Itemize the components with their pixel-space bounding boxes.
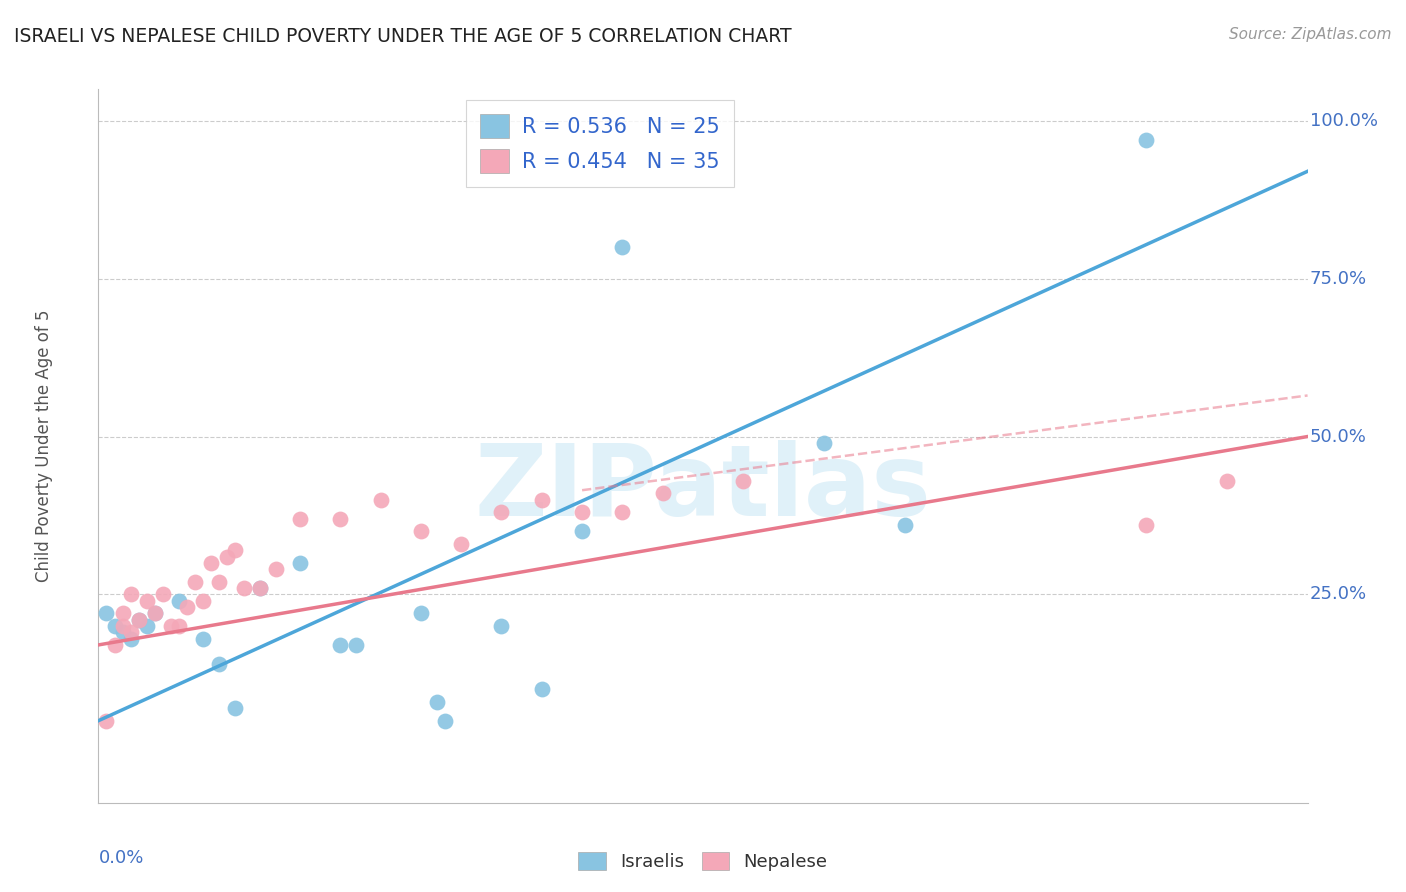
Point — [167, 593, 190, 607]
Text: Source: ZipAtlas.com: Source: ZipAtlas.com — [1229, 27, 1392, 42]
Point — [224, 701, 246, 715]
Point — [491, 505, 513, 519]
Point — [434, 714, 457, 728]
Point — [813, 435, 835, 450]
Point — [329, 638, 352, 652]
Text: 0.0%: 0.0% — [98, 849, 143, 867]
Point — [409, 524, 432, 539]
Point — [249, 581, 271, 595]
Text: Child Poverty Under the Age of 5: Child Poverty Under the Age of 5 — [35, 310, 53, 582]
Point — [135, 619, 157, 633]
Legend: R = 0.536   N = 25, R = 0.454   N = 35: R = 0.536 N = 25, R = 0.454 N = 35 — [465, 100, 734, 187]
Point — [893, 517, 915, 532]
Point — [612, 240, 634, 254]
Point — [120, 587, 142, 601]
Text: 25.0%: 25.0% — [1310, 585, 1367, 603]
Point — [193, 632, 215, 646]
Point — [370, 492, 392, 507]
Point — [193, 593, 215, 607]
Point — [530, 492, 553, 507]
Point — [612, 505, 634, 519]
Point — [176, 600, 198, 615]
Point — [217, 549, 239, 564]
Point — [184, 574, 207, 589]
Point — [111, 619, 134, 633]
Point — [120, 625, 142, 640]
Point — [152, 587, 174, 601]
Point — [329, 511, 352, 525]
Legend: Israelis, Nepalese: Israelis, Nepalese — [571, 845, 835, 879]
Point — [128, 613, 150, 627]
Point — [426, 695, 449, 709]
Point — [232, 581, 254, 595]
Text: 50.0%: 50.0% — [1310, 427, 1367, 445]
Point — [143, 607, 166, 621]
Point — [344, 638, 367, 652]
Point — [143, 607, 166, 621]
Point — [111, 625, 134, 640]
Point — [264, 562, 287, 576]
Point — [491, 619, 513, 633]
Point — [167, 619, 190, 633]
Point — [571, 505, 593, 519]
Text: 75.0%: 75.0% — [1310, 269, 1367, 287]
Point — [103, 638, 125, 652]
Point — [530, 682, 553, 697]
Point — [96, 607, 118, 621]
Point — [1135, 517, 1157, 532]
Point — [249, 581, 271, 595]
Point — [200, 556, 222, 570]
Point — [103, 619, 125, 633]
Text: ISRAELI VS NEPALESE CHILD POVERTY UNDER THE AGE OF 5 CORRELATION CHART: ISRAELI VS NEPALESE CHILD POVERTY UNDER … — [14, 27, 792, 45]
Point — [1135, 133, 1157, 147]
Point — [651, 486, 673, 500]
Point — [135, 593, 157, 607]
Point — [120, 632, 142, 646]
Point — [96, 714, 118, 728]
Point — [128, 613, 150, 627]
Point — [160, 619, 183, 633]
Point — [288, 556, 311, 570]
Point — [288, 511, 311, 525]
Point — [733, 474, 755, 488]
Point — [224, 543, 246, 558]
Point — [208, 657, 231, 671]
Text: 100.0%: 100.0% — [1310, 112, 1378, 129]
Point — [450, 537, 472, 551]
Point — [111, 607, 134, 621]
Point — [409, 607, 432, 621]
Text: ZIPatlas: ZIPatlas — [475, 441, 931, 537]
Point — [1216, 474, 1239, 488]
Point — [208, 574, 231, 589]
Point — [571, 524, 593, 539]
